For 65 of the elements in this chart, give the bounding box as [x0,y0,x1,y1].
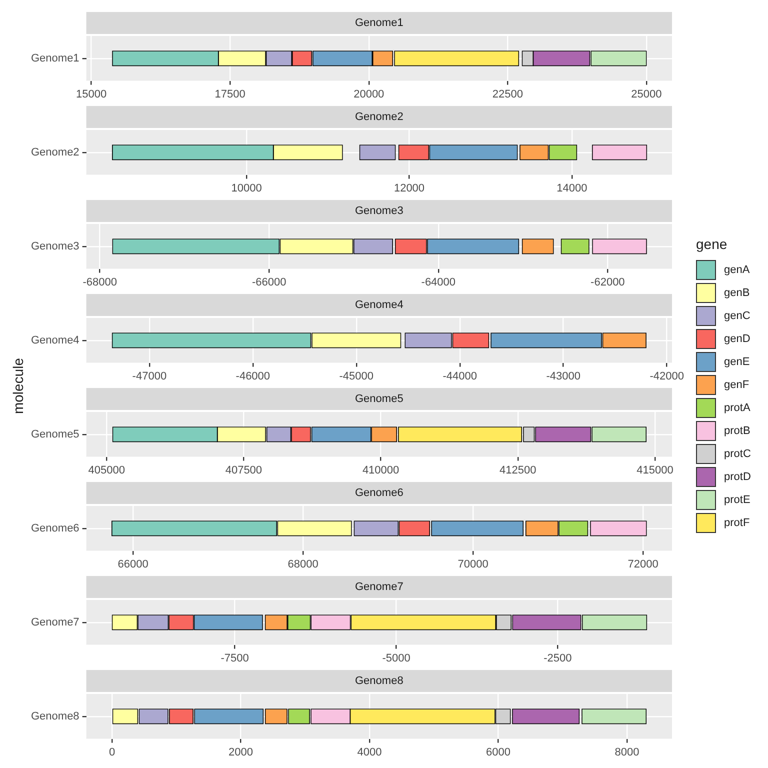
x-tick-label: 10000 [231,182,262,194]
x-tick-label: 68000 [288,558,318,570]
y-axis-title: molecule [9,356,27,416]
legend-label: genA [724,264,750,276]
x-tick-label: 12000 [394,182,425,194]
legend-label: genB [724,286,750,298]
legend-label: genF [724,378,750,390]
y-tick-label: Genome7 [30,616,80,628]
x-tick-label: 410000 [362,464,400,476]
legend-label: protE [724,494,750,506]
y-tick-label: Genome1 [30,52,80,64]
x-tick-label: 14000 [556,182,588,194]
x-tick-label: 412500 [500,464,536,476]
x-tick-label: 407500 [225,464,262,476]
chart-title: Genome6 [355,487,404,500]
x-tick-label: 66000 [118,558,148,570]
legend-label: protB [724,424,750,436]
chart-title: Genome7 [355,581,404,594]
x-tick-label: -43000 [546,370,580,382]
y-tick-label: Genome2 [30,146,80,158]
legend-label: protC [724,448,751,460]
x-tick-label: 70000 [458,558,488,570]
x-tick-label: -46000 [236,370,270,382]
x-tick-label: 2000 [228,746,254,758]
legend-label: genE [724,356,750,368]
y-tick-label: Genome6 [30,522,80,534]
chart-title: Genome8 [355,675,404,688]
x-tick-label: 20000 [354,88,384,100]
x-tick-label: 15000 [76,88,107,100]
x-tick-label: -62000 [590,276,625,288]
legend-label: protD [724,470,751,482]
x-tick-label: -45000 [339,370,374,382]
legend-title: gene [696,236,728,252]
x-tick-label: -2500 [544,652,572,664]
legend-label: genD [724,332,750,344]
y-tick-label: Genome5 [30,428,80,440]
x-tick-label: -47000 [132,370,167,382]
x-tick-label: -5000 [382,652,410,664]
y-tick-label: Genome8 [30,710,80,722]
legend-label: genC [724,310,750,322]
chart-title: Genome2 [355,111,404,124]
chart-title: Genome4 [355,299,404,312]
x-tick-label: 0 [108,746,116,758]
x-tick-label: 8000 [614,746,640,758]
x-tick-label: -42000 [650,370,684,382]
chart-title: Genome1 [355,17,404,30]
x-tick-label: 25000 [631,88,662,100]
x-tick-label: -64000 [421,276,456,288]
x-tick-label: 72000 [628,558,658,570]
x-tick-label: 22500 [492,88,523,100]
chart-title: Genome3 [355,205,404,218]
x-tick-label: 405000 [88,464,125,476]
x-tick-label: 4000 [357,746,382,758]
x-tick-label: -7500 [220,652,249,664]
x-tick-label: 17500 [214,88,246,100]
x-tick-label: 6000 [486,746,510,758]
x-tick-label: -44000 [442,370,477,382]
chart-title: Genome5 [355,393,404,406]
legend-label: protF [724,516,750,528]
y-tick-label: Genome4 [30,334,80,346]
y-tick-label: Genome3 [30,240,80,252]
x-tick-label: -66000 [252,276,286,288]
x-tick-label: 415000 [636,464,674,476]
legend-label: protA [724,402,750,414]
x-tick-label: -68000 [82,276,117,288]
